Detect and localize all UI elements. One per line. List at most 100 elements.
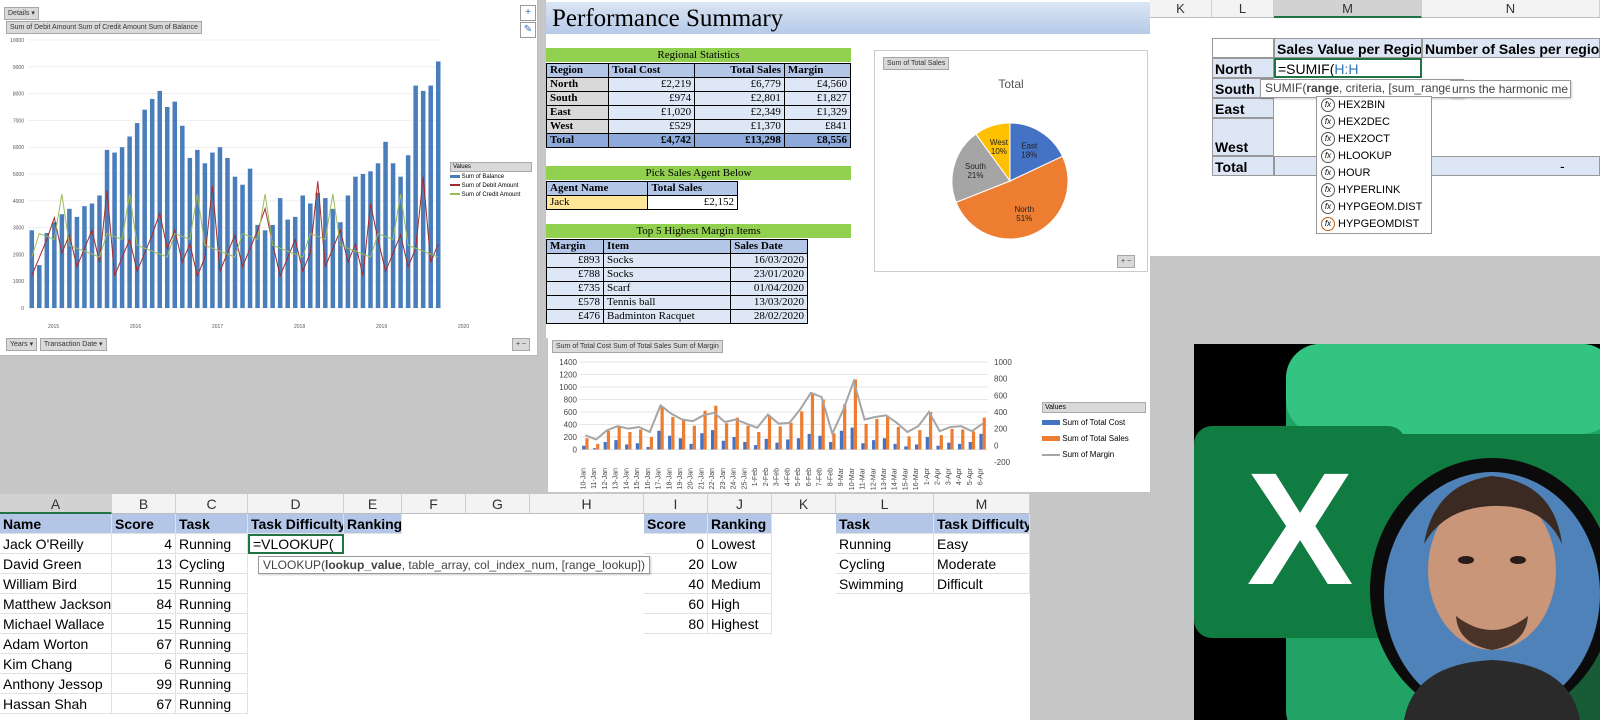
autocomplete-item[interactable]: fx HEX2DEC — [1317, 114, 1431, 131]
lookup-header-difficulty[interactable]: Task Difficulty — [934, 514, 1030, 534]
column-header[interactable]: L — [836, 494, 934, 514]
score-threshold[interactable]: 80 — [644, 614, 708, 634]
task-cell[interactable]: Cycling — [176, 554, 248, 574]
combo-value-chips[interactable]: Sum of Total Cost Sum of Total Sales Sum… — [552, 340, 723, 353]
column-header[interactable]: A — [0, 494, 112, 514]
name-cell[interactable]: Anthony Jessop — [0, 674, 112, 694]
transactions-pivot-chart[interactable]: Details ▾ Sum of Debit Amount Sum of Cre… — [0, 0, 538, 356]
column-header[interactable]: B — [112, 494, 176, 514]
pie-zoom-buttons[interactable]: + − — [1117, 255, 1136, 268]
score-threshold[interactable]: 60 — [644, 594, 708, 614]
task-cell[interactable]: Running — [176, 534, 248, 554]
total-sales-pie-chart[interactable]: Sum of Total Sales Total East 18% North 51%… — [874, 50, 1148, 272]
lookup-header-ranking[interactable]: Ranking — [708, 514, 772, 534]
lookup-header-score[interactable]: Score — [644, 514, 708, 534]
region-name: North — [545, 77, 610, 92]
task-cell[interactable]: Running — [176, 574, 248, 594]
task-cell[interactable]: Running — [176, 654, 248, 674]
autocomplete-item[interactable]: fx HYPERLINK — [1317, 182, 1431, 199]
ranking-label[interactable]: High — [708, 594, 772, 614]
task-cell[interactable]: Running — [176, 614, 248, 634]
ranking-label[interactable]: Lowest — [708, 534, 772, 554]
column-header[interactable]: F — [402, 494, 466, 514]
ranking-label[interactable]: Low — [708, 554, 772, 574]
autocomplete-item[interactable]: fx HOUR — [1317, 165, 1431, 182]
ranking-label[interactable]: Medium — [708, 574, 772, 594]
column-header[interactable]: K — [772, 494, 836, 514]
column-header[interactable]: J — [708, 494, 772, 514]
column-header[interactable]: M — [1274, 0, 1422, 18]
lookup-difficulty[interactable]: Difficult — [934, 574, 1030, 594]
ranking-label[interactable]: Highest — [708, 614, 772, 634]
score-threshold[interactable]: 20 — [644, 554, 708, 574]
name-cell[interactable]: Matthew Jackson — [0, 594, 112, 614]
name-cell[interactable]: Kim Chang — [0, 654, 112, 674]
task-cell[interactable]: Running — [176, 694, 248, 714]
vlookup-formula-cell[interactable]: =VLOOKUP( — [248, 534, 344, 554]
pivot-value-fields[interactable]: Sum of Debit Amount Sum of Credit Amount… — [6, 21, 202, 34]
column-header[interactable]: H — [530, 494, 644, 514]
column-header[interactable]: N — [1422, 0, 1600, 18]
sales-count-header: Number of Sales per region — [1422, 38, 1600, 58]
name-cell[interactable]: William Bird — [0, 574, 112, 594]
score-threshold[interactable]: 40 — [644, 574, 708, 594]
lookup-task[interactable]: Running — [836, 534, 934, 554]
blank-cell[interactable] — [1212, 38, 1274, 58]
column-header[interactable]: E — [344, 494, 402, 514]
details-filter-button[interactable]: Details ▾ — [4, 7, 39, 20]
chart-styles-icon[interactable]: ✎ — [520, 22, 536, 38]
autocomplete-item[interactable]: fx HYPGEOM.DIST — [1317, 199, 1431, 216]
header-task-difficulty[interactable]: Task Difficulty — [248, 514, 344, 534]
name-cell[interactable]: Adam Worton — [0, 634, 112, 654]
score-threshold[interactable]: 0 — [644, 534, 708, 554]
lookup-task[interactable]: Swimming — [836, 574, 934, 594]
chart-elements-icon[interactable]: + — [520, 5, 536, 21]
column-header[interactable]: D — [248, 494, 344, 514]
pie-value-chip[interactable]: Sum of Total Sales — [883, 57, 950, 70]
column-header[interactable]: M — [934, 494, 1030, 514]
task-cell[interactable]: Running — [176, 634, 248, 654]
column-header[interactable]: I — [644, 494, 708, 514]
column-header[interactable]: C — [176, 494, 248, 514]
column-header[interactable]: K — [1150, 0, 1212, 18]
lookup-difficulty[interactable]: Easy — [934, 534, 1030, 554]
autocomplete-item[interactable]: fx HEX2OCT — [1317, 131, 1431, 148]
sumif-formula-cell[interactable]: =SUMIF(H:H — [1274, 58, 1422, 78]
bar-total-sales — [617, 425, 621, 450]
header-task[interactable]: Task — [176, 514, 248, 534]
column-header[interactable]: G — [466, 494, 530, 514]
header-name[interactable]: Name — [0, 514, 112, 534]
score-cell[interactable]: 67 — [112, 694, 176, 714]
task-cell[interactable]: Running — [176, 674, 248, 694]
cost-sales-margin-combo-chart[interactable]: Sum of Total Cost Sum of Total Sales Sum… — [548, 338, 1150, 492]
x-tick-label: 5-Apr — [967, 467, 974, 485]
name-cell[interactable]: David Green — [0, 554, 112, 574]
years-axis-button[interactable]: Years ▾ — [6, 338, 38, 351]
lookup-difficulty[interactable]: Moderate — [934, 554, 1030, 574]
task-cell[interactable]: Running — [176, 594, 248, 614]
lookup-task[interactable]: Cycling — [836, 554, 934, 574]
lookup-header-task[interactable]: Task — [836, 514, 934, 534]
agent-name-dropdown[interactable]: Jack — [545, 195, 649, 210]
score-cell[interactable]: 84 — [112, 594, 176, 614]
header-ranking[interactable]: Ranking — [344, 514, 402, 534]
transaction-date-axis-button[interactable]: Transaction Date ▾ — [40, 338, 107, 351]
score-cell[interactable]: 99 — [112, 674, 176, 694]
score-cell[interactable]: 13 — [112, 554, 176, 574]
header-score[interactable]: Score — [112, 514, 176, 534]
autocomplete-item[interactable]: fx HEX2BIN — [1317, 97, 1431, 114]
name-cell[interactable]: Jack O'Reilly — [0, 534, 112, 554]
region-label: Total — [1212, 156, 1274, 176]
zoom-buttons[interactable]: + − — [512, 338, 531, 351]
autocomplete-item[interactable]: fx HLOOKUP — [1317, 148, 1431, 165]
score-cell[interactable]: 4 — [112, 534, 176, 554]
score-cell[interactable]: 15 — [112, 574, 176, 594]
name-cell[interactable]: Michael Wallace — [0, 614, 112, 634]
score-cell[interactable]: 15 — [112, 614, 176, 634]
column-header[interactable]: L — [1212, 0, 1274, 18]
score-cell[interactable]: 67 — [112, 634, 176, 654]
score-cell[interactable]: 6 — [112, 654, 176, 674]
name-cell[interactable]: Hassan Shah — [0, 694, 112, 714]
function-autocomplete-list[interactable]: fx HEX2BIN fx HEX2DEC fx HEX2OCT fx HLOOKUP … — [1316, 96, 1432, 234]
autocomplete-item[interactable]: fx HYPGEOMDIST — [1317, 216, 1431, 233]
